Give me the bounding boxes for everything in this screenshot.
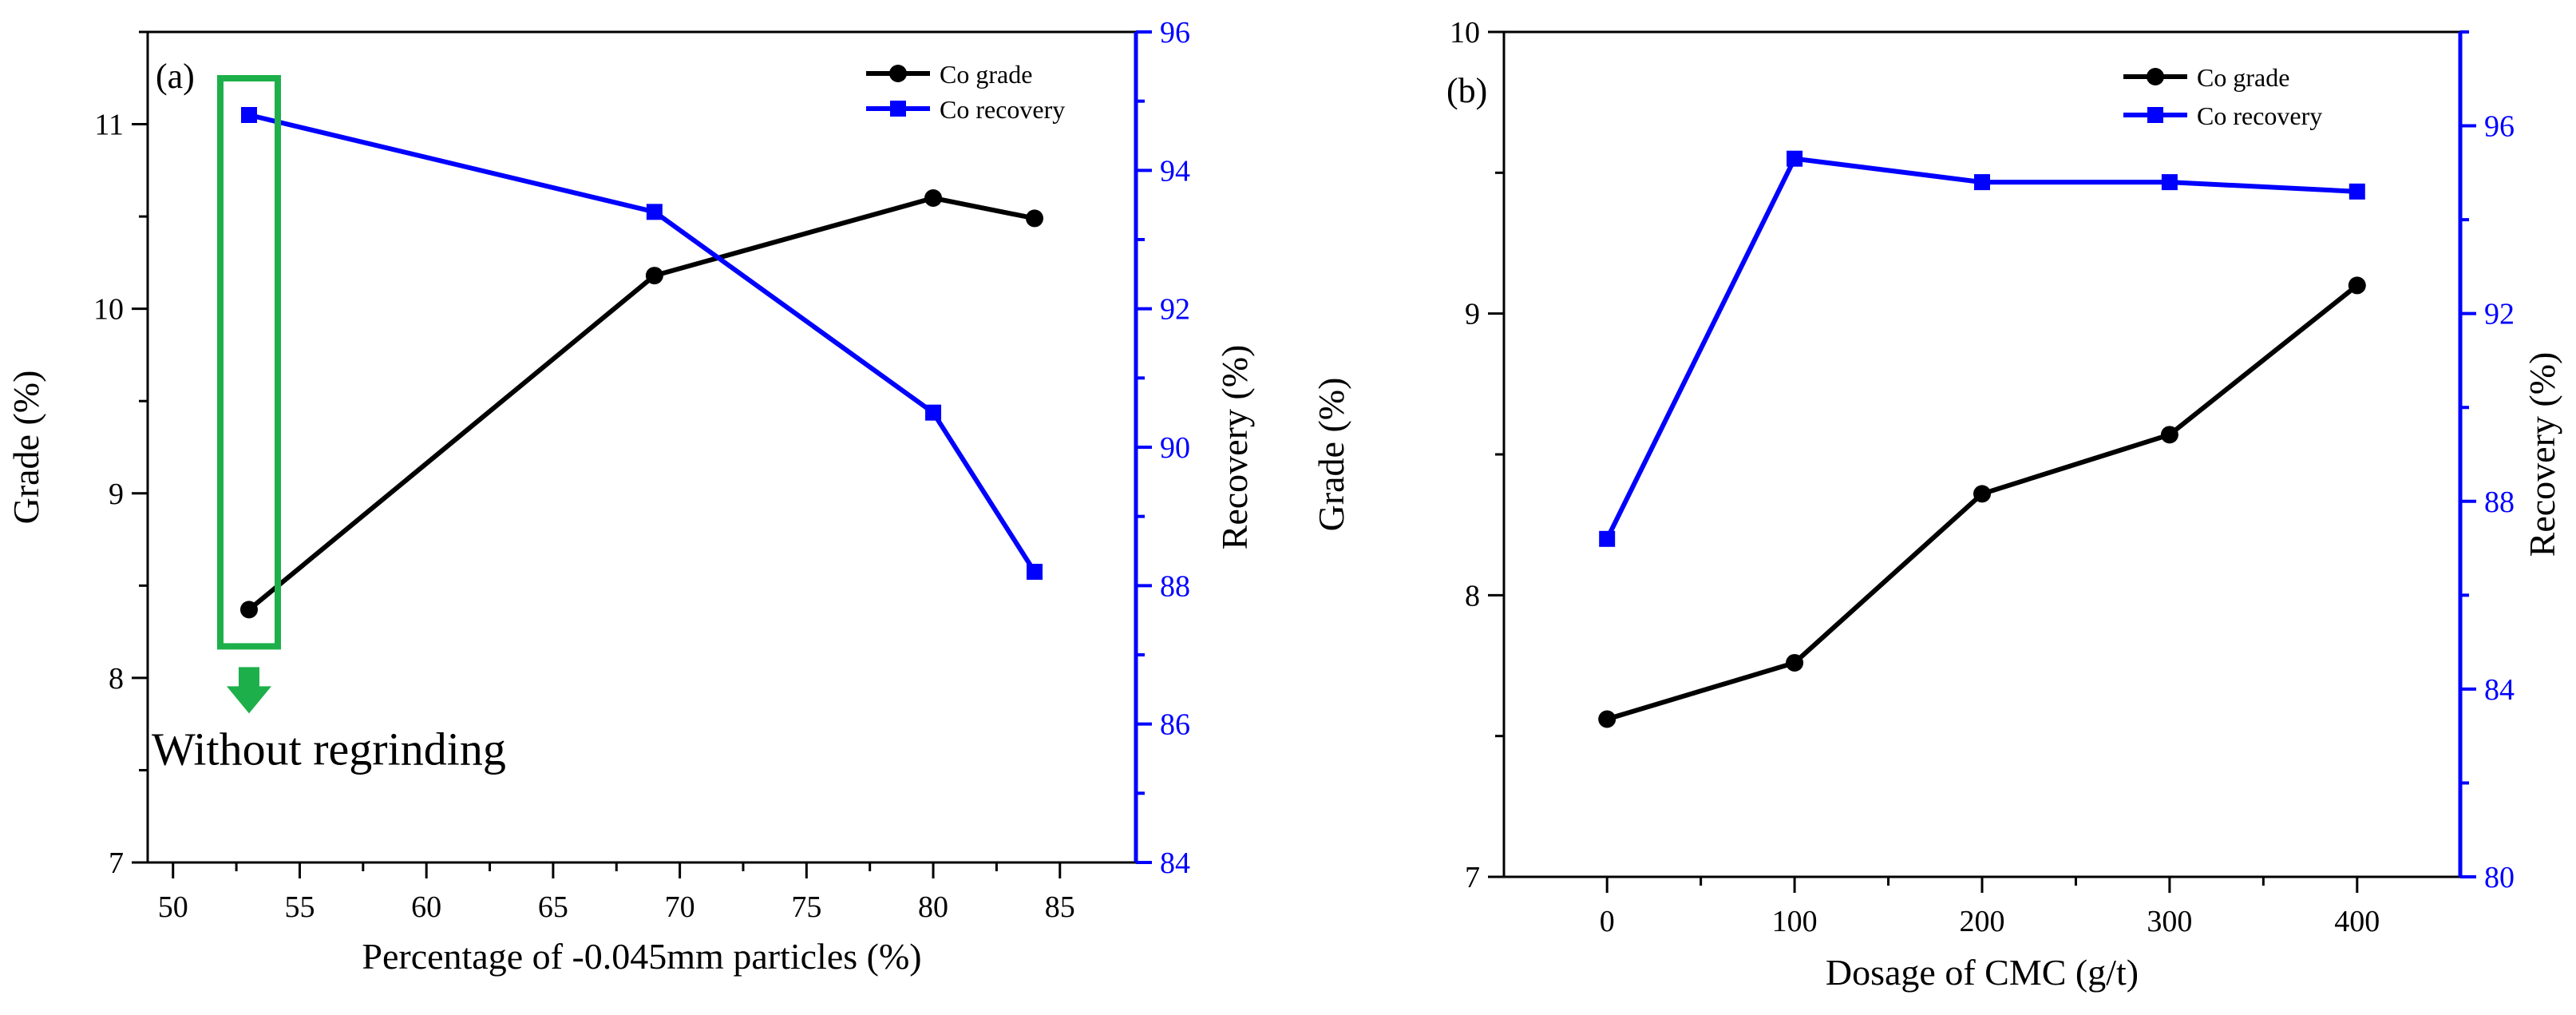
x-tick-label: 0 <box>1600 905 1615 938</box>
legend-co-recovery-marker <box>2147 107 2163 123</box>
co-recovery-point <box>2161 174 2178 191</box>
left-y-axis-title: Grade (%) <box>6 371 46 525</box>
x-tick-label: 200 <box>1960 905 2005 938</box>
right-y-tick-label: 84 <box>2484 673 2515 707</box>
co-recovery-point <box>1974 174 1990 191</box>
legend-co-grade-marker <box>2147 68 2164 85</box>
right-y-tick-label: 84 <box>1160 846 1190 880</box>
co-grade-line <box>247 195 1035 612</box>
x-tick-label: 75 <box>791 890 821 924</box>
left-y-tick-label: 9 <box>109 478 124 511</box>
panel-b-chart: 0 100 200 300 400 7 8 9 10 80 84 88 92 96 Dosage of CM… <box>1311 16 2562 993</box>
right-y-tick-label: 96 <box>1160 16 1190 50</box>
right-y-tick-label: 92 <box>1160 293 1190 327</box>
co-recovery-point <box>925 404 942 421</box>
left-y-tick-label: 7 <box>1465 861 1480 894</box>
co-grade-point <box>1786 653 1804 672</box>
left-y-tick-label: 10 <box>93 293 124 327</box>
right-y-axis-title: Recovery (%) <box>1214 345 1255 550</box>
legend-co-recovery-label: Co recovery <box>940 95 1065 124</box>
right-y-tick-label: 92 <box>2484 298 2515 331</box>
x-tick-label: 70 <box>665 890 695 924</box>
legend-co-grade-label: Co grade <box>940 60 1032 89</box>
co-grade-point <box>239 601 258 619</box>
co-recovery-line <box>248 113 1037 573</box>
legend-co-grade-marker <box>889 65 907 82</box>
down-arrow-icon <box>226 686 271 714</box>
right-y-tick-label: 88 <box>1160 569 1190 603</box>
co-grade-point <box>645 267 663 285</box>
x-axis-title: Dosage of CMC (g/t) <box>1826 952 2139 993</box>
co-grade-point <box>924 189 943 207</box>
left-y-axis-title: Grade (%) <box>1311 378 1351 532</box>
highlight-box <box>216 75 281 650</box>
co-grade-point <box>1026 209 1044 228</box>
x-tick-label: 300 <box>2147 905 2192 938</box>
left-y-tick-label: 8 <box>109 662 124 696</box>
co-recovery-point <box>646 204 663 220</box>
x-tick-label: 55 <box>284 890 315 924</box>
right-y-tick-label: 86 <box>1160 708 1190 742</box>
right-y-tick-label: 88 <box>2484 486 2515 519</box>
co-grade-point <box>1973 485 1991 503</box>
co-recovery-line <box>1605 156 2357 541</box>
panel-label: (a) <box>156 57 195 96</box>
co-grade-point <box>2348 276 2366 295</box>
left-y-tick-label: 11 <box>94 109 124 142</box>
x-tick-label: 60 <box>411 890 441 924</box>
legend-co-recovery-label: Co recovery <box>2197 101 2322 130</box>
right-y-tick-label: 96 <box>2484 110 2515 144</box>
co-recovery-point <box>1027 564 1043 580</box>
x-tick-label: 65 <box>538 890 568 924</box>
x-tick-label: 400 <box>2334 905 2380 938</box>
right-y-axis-title: Recovery (%) <box>2522 352 2562 557</box>
left-y-tick-label: 10 <box>1450 16 1480 50</box>
co-recovery-point <box>240 107 257 123</box>
co-grade-point <box>2160 426 2178 444</box>
left-y-tick-label: 8 <box>1465 579 1480 613</box>
x-tick-label: 50 <box>158 890 188 924</box>
left-y-tick-label: 7 <box>109 846 124 880</box>
x-tick-label: 80 <box>918 890 948 924</box>
legend-co-grade-label: Co grade <box>2197 63 2289 92</box>
panel-a-chart: 50 55 60 65 70 75 80 85 7 8 9 10 11 84 86 88 90 92 94 96 Per… <box>6 16 1255 977</box>
down-arrow-icon-shaft <box>238 667 259 688</box>
co-recovery-point <box>1599 530 1616 547</box>
x-axis-title: Percentage of -0.045mm particles (%) <box>362 936 921 977</box>
panel-label: (b) <box>1446 71 1487 110</box>
legend-co-recovery-marker <box>890 101 906 117</box>
left-y-tick-label: 9 <box>1465 298 1480 331</box>
right-y-tick-label: 94 <box>1160 154 1190 188</box>
annotation-text: Without regrinding <box>152 723 506 775</box>
x-tick-label: 85 <box>1045 890 1075 924</box>
co-grade-point <box>1598 710 1616 728</box>
co-recovery-point <box>1787 150 1803 167</box>
co-recovery-point <box>2348 183 2365 200</box>
x-tick-label: 100 <box>1772 905 1818 938</box>
right-y-tick-label: 90 <box>1160 431 1190 465</box>
right-y-tick-label: 80 <box>2484 861 2515 894</box>
